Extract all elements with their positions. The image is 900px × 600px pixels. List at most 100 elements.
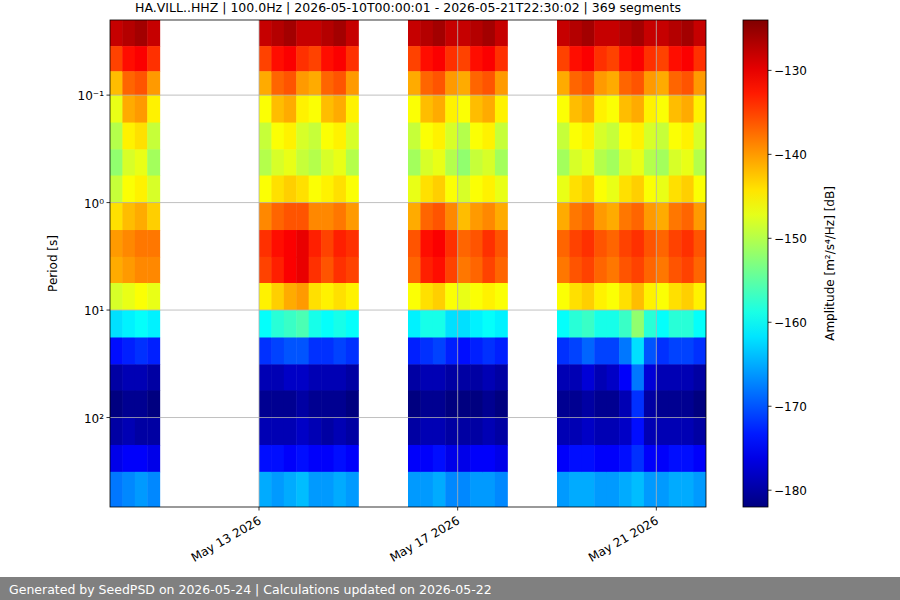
cell [271, 390, 284, 418]
cell [346, 445, 359, 472]
cell [433, 418, 446, 446]
cell [147, 123, 160, 150]
cell [321, 95, 334, 123]
cell [495, 71, 508, 95]
cell [259, 390, 272, 418]
cell [582, 257, 595, 284]
cell [483, 257, 496, 284]
cell [147, 418, 160, 446]
cell [122, 46, 135, 72]
tick-label: −140 [774, 148, 807, 162]
cell [334, 203, 347, 231]
cell [296, 203, 309, 231]
cell [334, 418, 347, 446]
cell [296, 149, 309, 176]
cell [495, 203, 508, 231]
cell [445, 46, 458, 72]
cell [445, 176, 458, 204]
cell [594, 20, 607, 47]
cell [110, 46, 123, 72]
cell [135, 149, 148, 176]
cell [420, 203, 433, 231]
cell [259, 418, 272, 446]
cell [495, 445, 508, 472]
grid-line [110, 95, 706, 96]
cell [483, 176, 496, 204]
cell [296, 95, 309, 123]
cell [284, 310, 297, 338]
cell [669, 364, 682, 391]
cell [607, 283, 620, 311]
grid-line [259, 20, 260, 507]
cell [433, 46, 446, 72]
cell [135, 20, 148, 47]
cell [445, 337, 458, 364]
cell [569, 364, 582, 391]
cell [569, 445, 582, 472]
cell [656, 364, 669, 391]
cell [557, 176, 570, 204]
cell [110, 418, 123, 446]
cell [495, 337, 508, 364]
cell [694, 95, 706, 123]
cell [470, 95, 483, 123]
cell [147, 95, 160, 123]
cell [147, 230, 160, 257]
cell [644, 230, 657, 257]
cell [458, 46, 471, 72]
cell [346, 95, 359, 123]
cell [644, 337, 657, 364]
cell [632, 445, 645, 472]
cell [594, 283, 607, 311]
cell [470, 176, 483, 204]
cell [557, 95, 570, 123]
cell [582, 337, 595, 364]
cell [135, 230, 148, 257]
cell [582, 203, 595, 231]
cell [607, 390, 620, 418]
cell [135, 337, 148, 364]
tick [656, 507, 657, 511]
cell [284, 46, 297, 72]
cell [495, 20, 508, 47]
cell [569, 176, 582, 204]
cell [321, 445, 334, 472]
tick-label: May 21 2026 [586, 513, 661, 564]
cell [309, 46, 322, 72]
cell [346, 46, 359, 72]
cell [569, 46, 582, 72]
cell [147, 71, 160, 95]
cell [607, 46, 620, 72]
cell [694, 149, 706, 176]
cell [284, 149, 297, 176]
cell [135, 418, 148, 446]
cell [594, 310, 607, 338]
cell [619, 283, 632, 311]
cell [110, 123, 123, 150]
cell [607, 418, 620, 446]
cell [669, 445, 682, 472]
cell [632, 95, 645, 123]
cell [644, 310, 657, 338]
cell [334, 310, 347, 338]
cell [669, 472, 682, 507]
cell [458, 95, 471, 123]
cell [458, 364, 471, 391]
cell [271, 337, 284, 364]
cell [495, 390, 508, 418]
cell [420, 257, 433, 284]
cell [557, 472, 570, 507]
cell [483, 149, 496, 176]
cell [271, 257, 284, 284]
cell [284, 337, 297, 364]
cell [694, 257, 706, 284]
title: HA.VILL..HHZ | 100.0Hz | 2026-05-10T00:0… [135, 0, 681, 15]
cell [296, 337, 309, 364]
cell [470, 364, 483, 391]
cell [681, 283, 694, 311]
cell [147, 472, 160, 507]
cell [122, 310, 135, 338]
cell [135, 203, 148, 231]
cell [694, 283, 706, 311]
cell [147, 20, 160, 47]
